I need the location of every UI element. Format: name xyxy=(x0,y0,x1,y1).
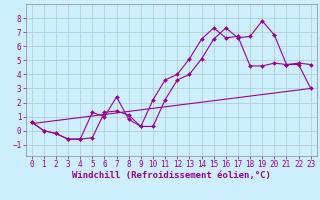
X-axis label: Windchill (Refroidissement éolien,°C): Windchill (Refroidissement éolien,°C) xyxy=(72,171,271,180)
